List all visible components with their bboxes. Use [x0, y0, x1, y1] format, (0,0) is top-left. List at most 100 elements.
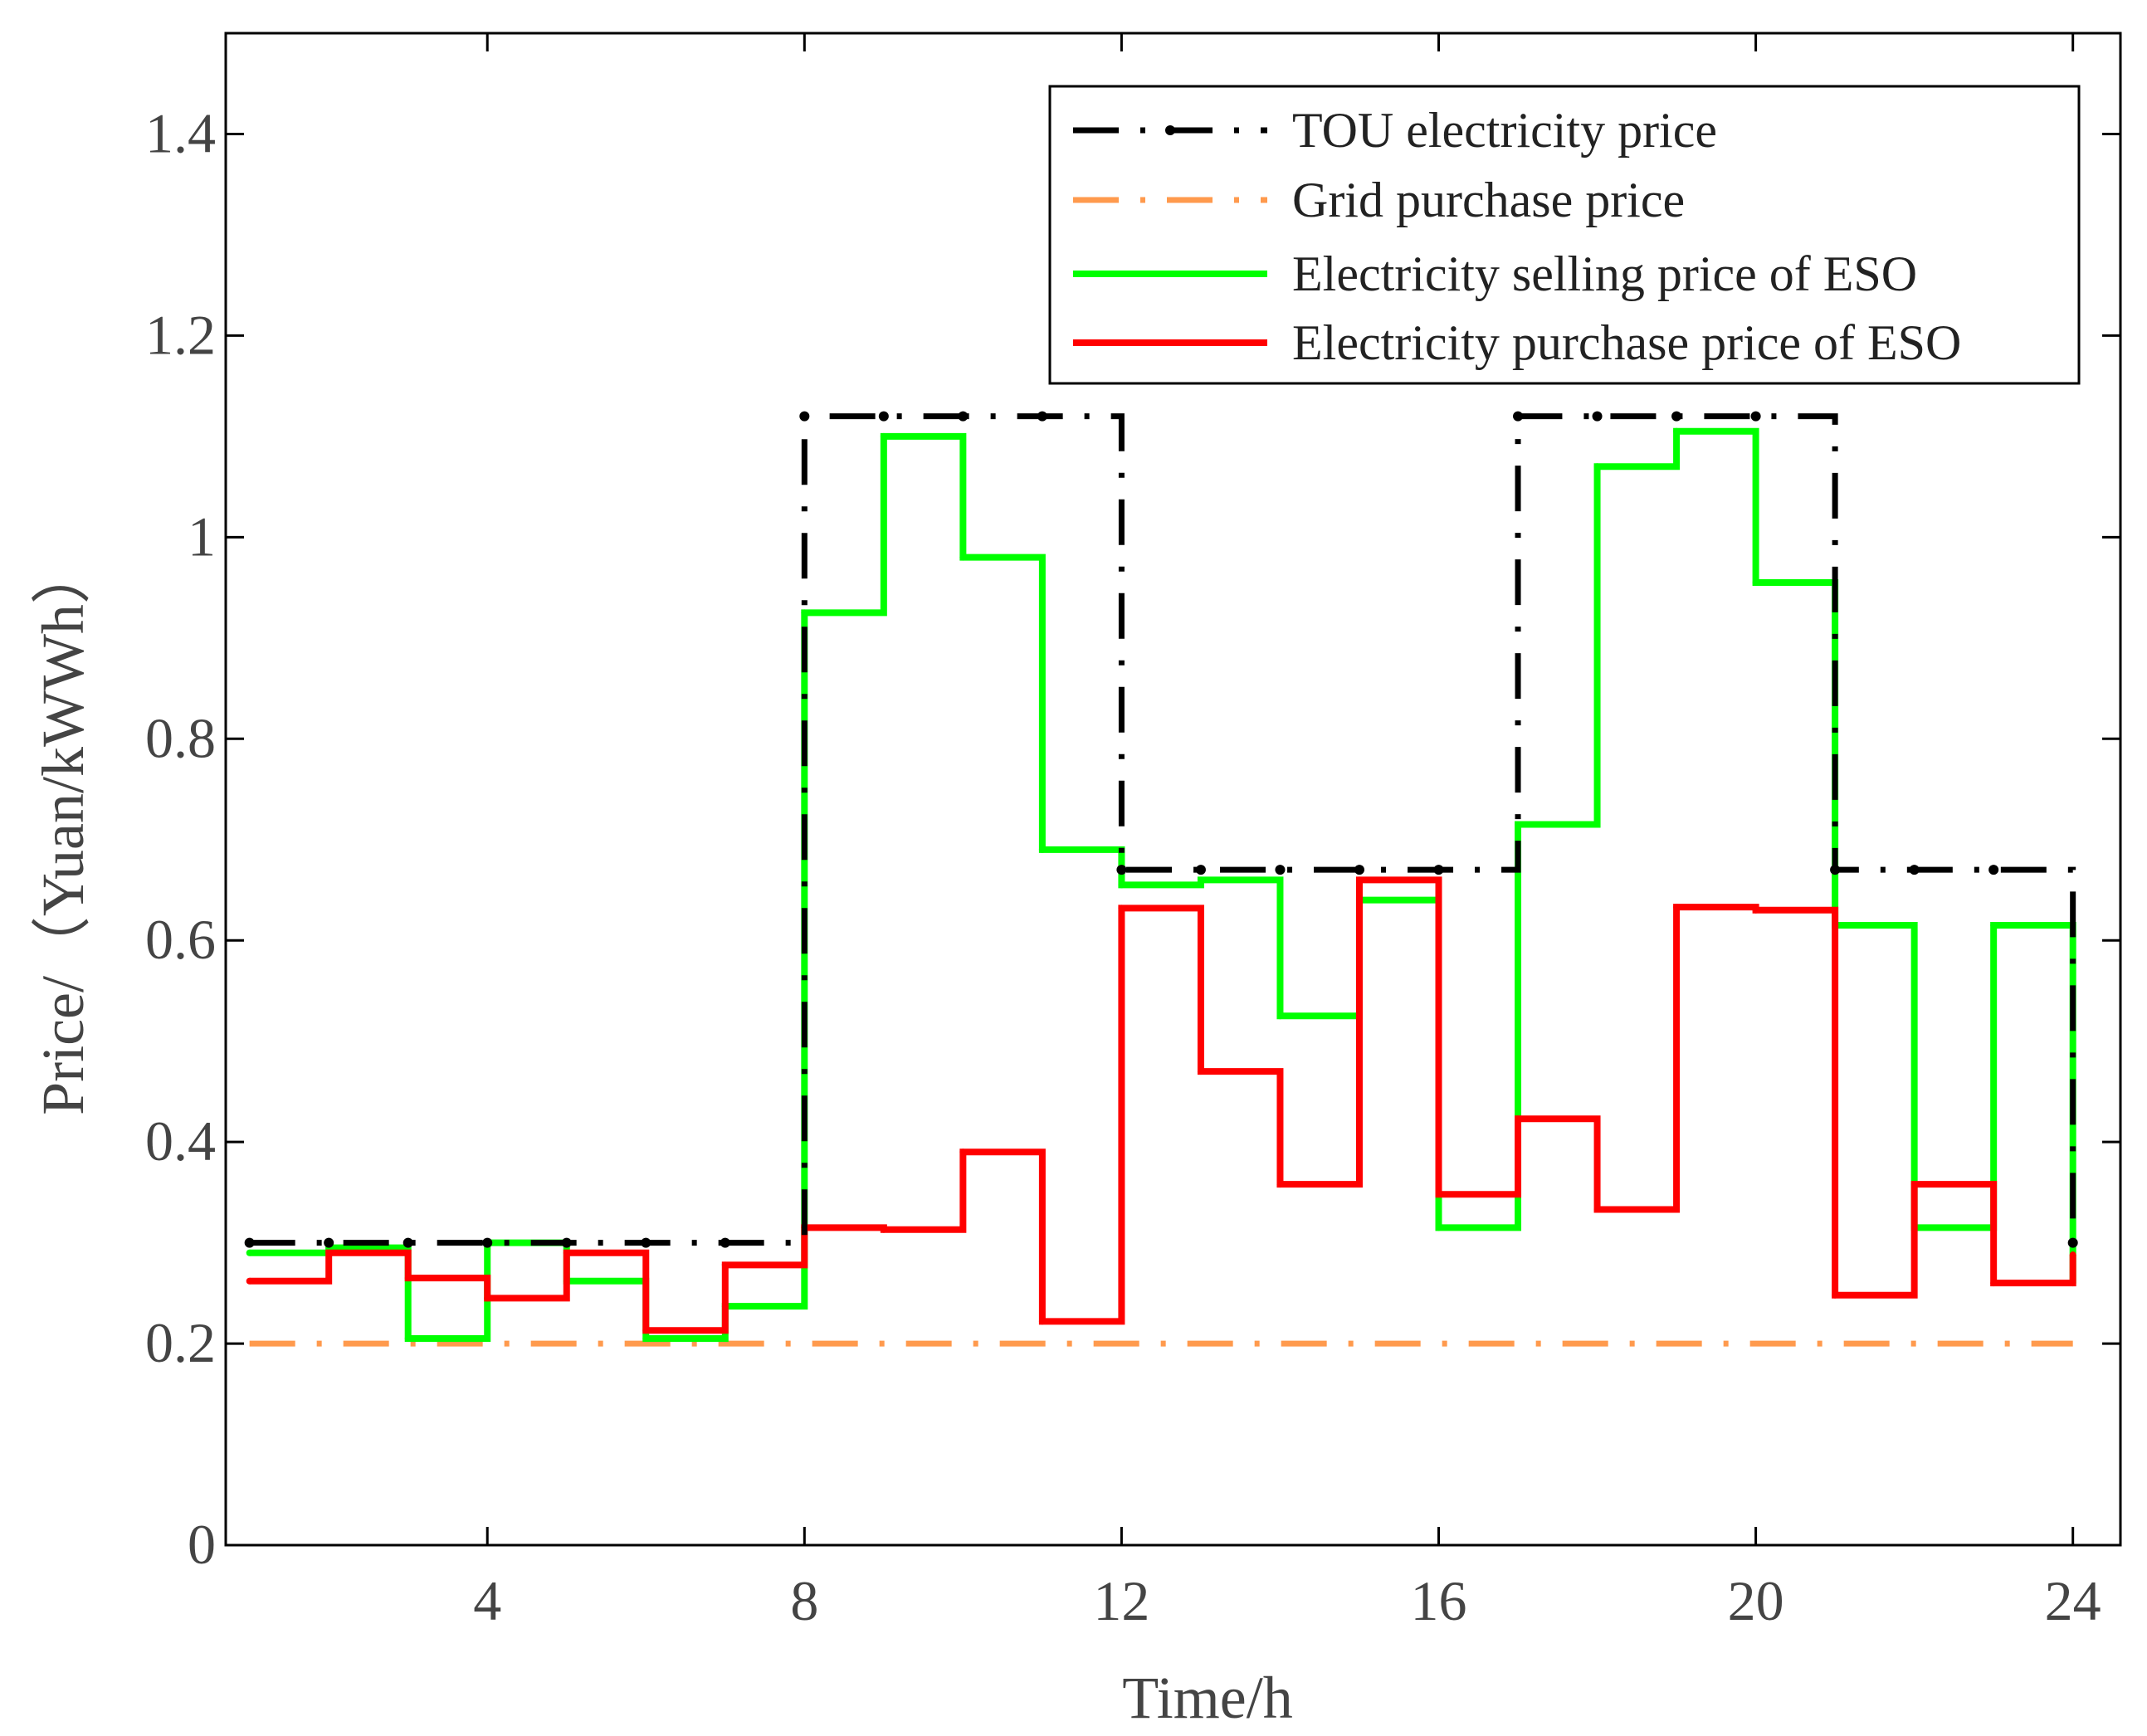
data-point-tou-electricity-price — [1513, 411, 1524, 422]
data-point-tou-electricity-price — [324, 1237, 334, 1248]
data-point-electricity-selling-price-of-eso — [959, 553, 967, 561]
data-point-electricity-purchase-price-of-eso — [1118, 905, 1125, 912]
data-point-tou-electricity-price — [1909, 865, 1920, 875]
data-point-tou-electricity-price — [1116, 865, 1127, 875]
data-point-tou-electricity-price — [1750, 411, 1761, 422]
data-point-electricity-selling-price-of-eso — [404, 1334, 412, 1342]
legend: TOU electricity price Grid purchase price… — [1048, 85, 2081, 385]
data-point-electricity-purchase-price-of-eso — [1197, 1068, 1204, 1075]
legend-label-electricity-selling-price-of-eso: Electricity selling price of ESO — [1292, 246, 1917, 301]
data-point-electricity-selling-price-of-eso — [801, 609, 808, 617]
data-point-electricity-selling-price-of-eso — [1673, 427, 1681, 435]
data-point-electricity-purchase-price-of-eso — [959, 1148, 967, 1156]
data-point-tou-electricity-price — [1592, 411, 1603, 422]
y-tick-label: 0.8 — [145, 706, 216, 769]
x-tick-label: 8 — [790, 1569, 818, 1632]
data-point-electricity-purchase-price-of-eso — [246, 1277, 253, 1285]
data-point-electricity-purchase-price-of-eso — [1038, 1318, 1046, 1325]
data-point-grid-purchase-price — [1990, 1340, 1997, 1347]
data-point-electricity-purchase-price-of-eso — [1910, 1181, 1918, 1188]
series-line-tou-electricity-price — [249, 413, 2076, 1246]
data-point-electricity-selling-price-of-eso — [1515, 821, 1522, 828]
x-tick-label: 4 — [473, 1569, 501, 1632]
data-point-electricity-purchase-price-of-eso — [563, 1249, 570, 1256]
data-point-grid-purchase-price — [1515, 1340, 1521, 1347]
data-point-tou-electricity-price — [799, 411, 810, 422]
data-point-tou-electricity-price — [403, 1237, 413, 1248]
x-tick-label: 20 — [1728, 1569, 1784, 1632]
data-point-grid-purchase-price — [959, 1340, 966, 1347]
data-point-tou-electricity-price — [1988, 865, 1999, 875]
data-point-electricity-selling-price-of-eso — [1435, 1224, 1442, 1231]
x-axis-title: Time/h — [1122, 1665, 1292, 1731]
y-tick-label: 0.2 — [145, 1311, 216, 1374]
legend-marker-electricity-purchase-price-of-eso — [1167, 339, 1174, 346]
y-axis-title: Price/（Yuan/kWWh） — [30, 544, 96, 1115]
data-point-electricity-purchase-price-of-eso — [1355, 876, 1363, 884]
data-point-electricity-selling-price-of-eso — [246, 1249, 253, 1256]
data-point-grid-purchase-price — [325, 1340, 332, 1347]
data-point-grid-purchase-price — [801, 1340, 808, 1347]
legend-label-grid-purchase-price: Grid purchase price — [1292, 173, 1685, 227]
legend-label-electricity-purchase-price-of-eso: Electricity purchase price of ESO — [1292, 315, 1961, 370]
data-point-electricity-selling-price-of-eso — [1197, 876, 1204, 884]
data-point-tou-electricity-price — [1037, 411, 1047, 422]
data-point-electricity-purchase-price-of-eso — [484, 1295, 491, 1302]
y-tick-labels: 0 0.2 0.4 0.6 0.8 1 1.2 1.4 — [145, 101, 216, 1576]
data-point-electricity-selling-price-of-eso — [1990, 921, 1998, 929]
data-point-electricity-purchase-price-of-eso — [1435, 1191, 1442, 1198]
data-point-tou-electricity-price — [1433, 865, 1444, 875]
y-tick-label: 1 — [188, 505, 216, 568]
data-point-tou-electricity-price — [1830, 865, 1841, 875]
series-line-electricity-purchase-price-of-eso — [249, 876, 2076, 1334]
data-point-electricity-purchase-price-of-eso — [642, 1327, 650, 1334]
data-point-tou-electricity-price — [641, 1237, 651, 1248]
data-point-electricity-selling-price-of-eso — [1118, 881, 1125, 889]
data-point-tou-electricity-price — [720, 1237, 730, 1248]
data-point-electricity-selling-price-of-eso — [642, 1334, 650, 1342]
data-point-electricity-selling-price-of-eso — [1038, 846, 1046, 853]
data-point-tou-electricity-price — [2067, 1237, 2078, 1248]
data-point-electricity-purchase-price-of-eso — [1593, 1206, 1601, 1213]
data-point-grid-purchase-price — [1832, 1340, 1838, 1347]
data-point-electricity-purchase-price-of-eso — [880, 1226, 887, 1233]
data-point-tou-electricity-price — [958, 411, 969, 422]
data-point-electricity-purchase-price-of-eso — [1515, 1115, 1522, 1123]
data-point-tou-electricity-price — [1671, 411, 1682, 422]
y-tick-label: 1.4 — [145, 101, 216, 164]
legend-label-tou-electricity-price: TOU electricity price — [1292, 103, 1717, 158]
x-tick-label: 24 — [2045, 1569, 2101, 1632]
data-point-tou-electricity-price — [244, 1237, 255, 1248]
data-point-electricity-purchase-price-of-eso — [1276, 1181, 1284, 1188]
data-point-grid-purchase-price — [1436, 1340, 1442, 1347]
legend-marker-tou-electricity-price — [1165, 125, 1175, 135]
data-point-electricity-purchase-price-of-eso — [1752, 906, 1759, 914]
y-tick-label: 0.6 — [145, 908, 216, 971]
data-point-grid-purchase-price — [1356, 1340, 1363, 1347]
data-point-electricity-purchase-price-of-eso — [404, 1275, 412, 1282]
data-point-electricity-purchase-price-of-eso — [1832, 1291, 1839, 1299]
x-tick-label: 16 — [1411, 1569, 1467, 1632]
data-point-tou-electricity-price — [1275, 865, 1286, 875]
legend-box — [1048, 85, 2081, 385]
data-point-electricity-selling-price-of-eso — [1752, 578, 1759, 586]
data-point-tou-electricity-price — [1354, 865, 1364, 875]
data-point-electricity-purchase-price-of-eso — [721, 1261, 729, 1269]
y-tick-label: 1.2 — [145, 303, 216, 366]
y-tick-label: 0.4 — [145, 1109, 216, 1173]
series-line-electricity-selling-price-of-eso — [249, 427, 2076, 1342]
data-point-tou-electricity-price — [878, 411, 889, 422]
data-point-electricity-selling-price-of-eso — [1593, 463, 1601, 471]
y-tick-label: 0 — [188, 1513, 216, 1576]
axes — [224, 32, 2122, 1547]
plot-area — [244, 411, 2078, 1347]
data-point-electricity-selling-price-of-eso — [1276, 1012, 1284, 1020]
x-tick-labels: 4 8 12 16 20 24 — [473, 1569, 2101, 1632]
data-point-electricity-selling-price-of-eso — [880, 432, 887, 440]
data-point-electricity-purchase-price-of-eso — [325, 1249, 333, 1256]
data-point-tou-electricity-price — [561, 1237, 572, 1248]
data-point-electricity-purchase-price-of-eso — [2069, 1251, 2076, 1259]
axes-box — [224, 32, 2122, 1547]
x-tick-label: 12 — [1093, 1569, 1149, 1632]
